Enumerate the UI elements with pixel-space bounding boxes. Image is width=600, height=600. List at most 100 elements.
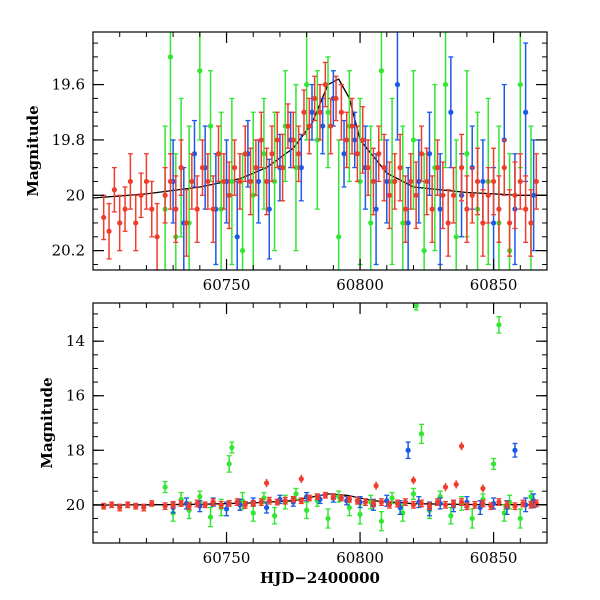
data-point	[111, 187, 117, 193]
data-point	[261, 151, 267, 157]
data-point	[229, 444, 235, 451]
data-point	[445, 220, 451, 226]
data-point	[250, 192, 256, 198]
x-tick-label: 60750	[203, 549, 251, 567]
data-point	[528, 502, 534, 508]
data-point	[370, 178, 377, 185]
data-point	[424, 178, 430, 185]
data-point	[357, 511, 363, 517]
top-panel-frame	[92, 31, 548, 271]
data-point	[272, 178, 278, 185]
data-point	[293, 491, 299, 497]
data-point	[237, 178, 243, 185]
data-point	[448, 513, 454, 519]
data-point	[285, 123, 291, 129]
data-point	[434, 499, 441, 505]
data-point	[314, 494, 320, 500]
data-point	[320, 123, 326, 129]
data-point	[480, 178, 486, 185]
data-point	[317, 109, 323, 115]
data-point	[418, 151, 425, 157]
data-point	[440, 192, 446, 198]
data-point	[167, 178, 174, 185]
data-point	[426, 503, 433, 509]
data-point	[173, 206, 179, 212]
data-point	[520, 500, 526, 507]
data-point	[397, 165, 403, 171]
data-point	[143, 178, 150, 185]
data-point	[298, 165, 304, 171]
data-point	[183, 220, 190, 226]
x-tick-label: 60850	[470, 549, 518, 567]
data-point	[410, 477, 417, 483]
data-point	[290, 496, 296, 502]
x-tick-label: 60800	[336, 276, 384, 294]
data-point	[210, 499, 216, 505]
data-point	[189, 178, 195, 185]
data-point	[354, 498, 360, 504]
data-point	[488, 503, 494, 509]
data-point	[464, 503, 470, 509]
data-point	[469, 192, 475, 198]
data-point	[464, 206, 470, 212]
data-point	[373, 483, 379, 489]
data-point	[336, 234, 342, 240]
data-point	[442, 502, 449, 508]
data-point	[274, 499, 280, 505]
data-point	[207, 123, 214, 129]
data-point	[450, 192, 457, 198]
data-point	[418, 431, 425, 437]
data-point	[381, 165, 387, 171]
data-point	[517, 81, 523, 88]
data-point	[458, 499, 465, 505]
data-point	[138, 192, 144, 198]
x-tick-label: 60850	[470, 276, 518, 294]
data-point	[400, 220, 406, 226]
data-point	[472, 502, 478, 508]
data-point	[426, 151, 433, 157]
data-point	[360, 137, 366, 143]
data-point	[517, 515, 523, 522]
top-panel: 60750 60800 60850 19.6 19.8 20 20.2 Magnitude	[24, 31, 548, 294]
bottom-y-axis-label: Magnitude	[38, 377, 56, 468]
data-point	[480, 485, 486, 492]
data-point	[226, 500, 232, 507]
data-point	[378, 68, 385, 74]
data-point	[258, 137, 264, 143]
data-point	[258, 499, 264, 505]
data-point	[154, 234, 160, 240]
data-point	[453, 481, 459, 487]
data-point	[226, 192, 232, 198]
data-point	[496, 322, 502, 328]
data-point	[250, 500, 256, 507]
data-point	[490, 461, 497, 467]
data-point	[421, 248, 427, 254]
data-point	[330, 494, 336, 500]
data-point	[242, 151, 248, 157]
data-point	[386, 192, 393, 198]
data-point	[266, 206, 272, 212]
data-point	[357, 178, 363, 185]
data-point	[106, 228, 112, 234]
data-point	[133, 503, 139, 509]
data-point	[306, 123, 312, 129]
data-point	[354, 151, 360, 157]
series-2	[101, 442, 539, 512]
data-point	[453, 234, 459, 240]
data-point	[496, 499, 502, 505]
y-tick-label: 16	[66, 387, 85, 405]
data-point	[162, 484, 168, 490]
data-point	[512, 192, 518, 198]
data-point	[501, 165, 507, 171]
y-tick-label: 19.8	[52, 131, 85, 149]
data-point	[376, 151, 382, 157]
data-point	[290, 137, 296, 143]
data-point	[490, 178, 497, 185]
data-point	[408, 178, 414, 185]
data-point	[328, 123, 334, 129]
data-point	[269, 151, 275, 157]
data-point	[485, 192, 491, 198]
x-tick-label: 60750	[203, 276, 251, 294]
series-2	[101, 61, 539, 270]
